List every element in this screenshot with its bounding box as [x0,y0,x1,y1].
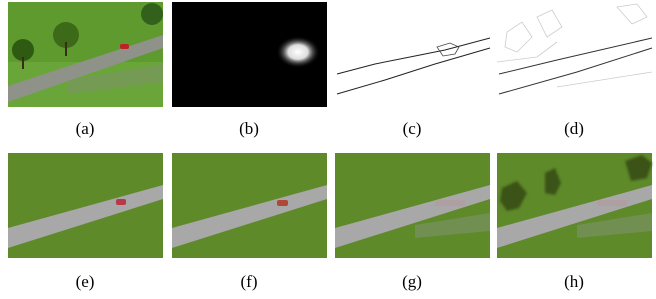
image-h [497,153,652,258]
panel-label: (g) [402,272,422,291]
image-f [172,153,327,258]
image-c [335,2,490,107]
panel-label: (f) [241,272,258,291]
panel-label: (d) [564,119,584,138]
image-e [8,153,163,258]
image-g [335,153,490,258]
image-d [497,2,652,107]
panel-label: (h) [564,272,584,291]
image-a [8,2,163,107]
panel-label: (e) [76,272,95,291]
panel-label: (a) [76,119,95,138]
panel-label: (c) [403,119,422,138]
panel-label: (b) [239,119,259,138]
figure: (a) (b) (c) (d) (e) (f) (g) (h) [0,0,656,299]
image-b [172,2,327,107]
